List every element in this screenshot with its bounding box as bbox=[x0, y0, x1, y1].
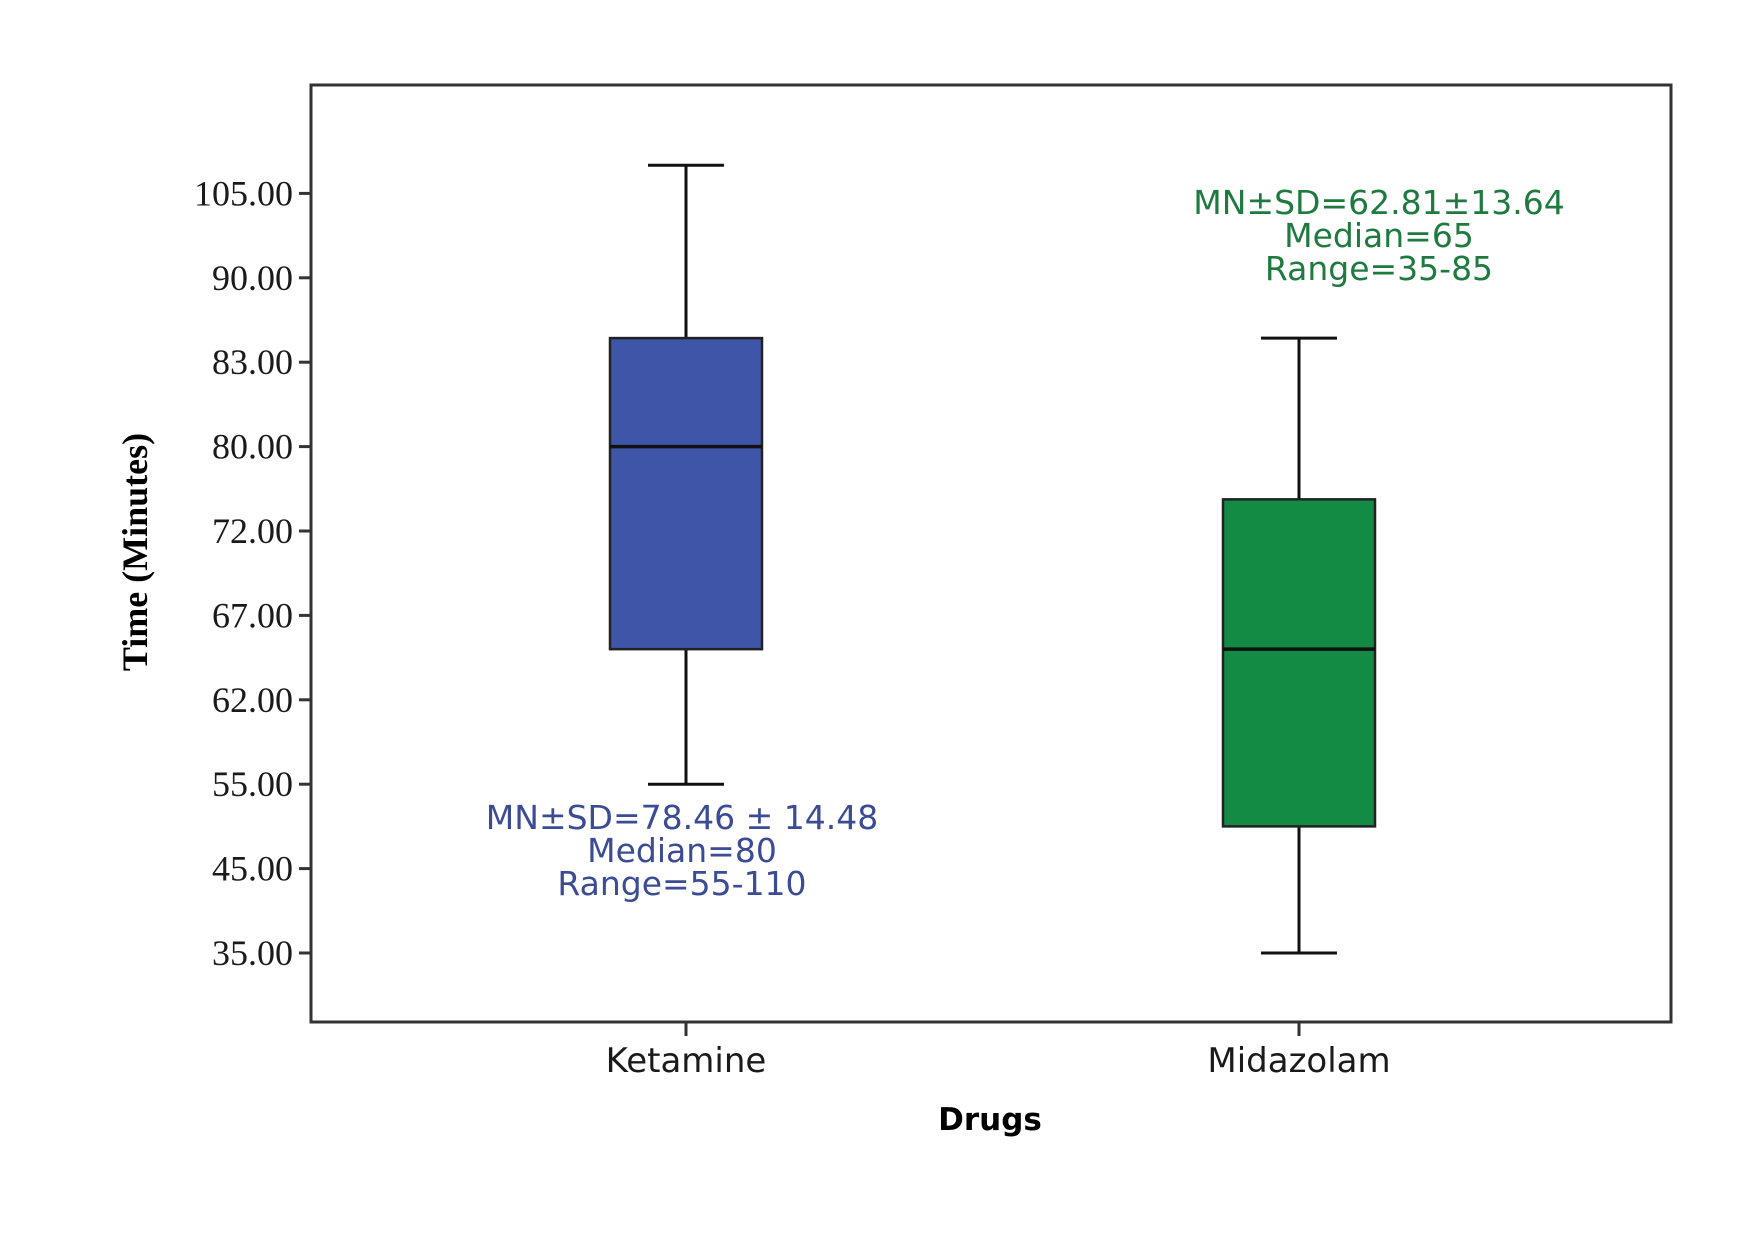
annotation-line-ketamine: Median=80 bbox=[587, 831, 777, 870]
y-axis: 35.00 45.00 55.00 62.00 67.00 72.00 80.00 83.00… bbox=[194, 173, 311, 973]
annotation-line-midazolam: MN±SD=62.81±13.64 bbox=[1193, 183, 1564, 222]
y-tick-label: 72.00 bbox=[212, 511, 293, 551]
annotation-line-midazolam: Median=65 bbox=[1284, 216, 1474, 255]
annotation-line-ketamine: Range=55-110 bbox=[557, 864, 806, 903]
x-tick-label: Midazolam bbox=[1207, 1041, 1390, 1081]
y-tick-label: 90.00 bbox=[212, 258, 293, 298]
y-tick-label: 83.00 bbox=[212, 342, 293, 382]
box-iqr bbox=[608, 336, 764, 651]
box-iqr bbox=[1221, 498, 1377, 828]
y-tick-label: 67.00 bbox=[212, 595, 293, 635]
annotation-line-midazolam: Range=35-85 bbox=[1265, 249, 1493, 288]
box-ketamine bbox=[608, 163, 764, 786]
y-tick-label: 105.00 bbox=[194, 173, 293, 213]
x-tick-label: Ketamine bbox=[606, 1041, 767, 1081]
y-axis-title: Time (Minutes) bbox=[115, 433, 155, 671]
annotation-line-ketamine: MN±SD=78.46 ± 14.48 bbox=[486, 798, 878, 837]
x-axis: Ketamine Midazolam bbox=[606, 1022, 1391, 1081]
y-tick-label: 80.00 bbox=[212, 427, 293, 467]
annotations: MN±SD=78.46 ± 14.48Median=80Range=55-110… bbox=[486, 183, 1565, 903]
y-tick-label: 45.00 bbox=[212, 849, 293, 889]
x-axis-title: Drugs bbox=[938, 1102, 1042, 1138]
y-tick-label: 62.00 bbox=[212, 680, 293, 720]
plot-frame bbox=[309, 83, 1673, 1024]
box-midazolam bbox=[1221, 336, 1377, 955]
y-tick-label: 35.00 bbox=[212, 933, 293, 973]
boxes bbox=[608, 163, 1377, 955]
y-tick-label: 55.00 bbox=[212, 764, 293, 804]
